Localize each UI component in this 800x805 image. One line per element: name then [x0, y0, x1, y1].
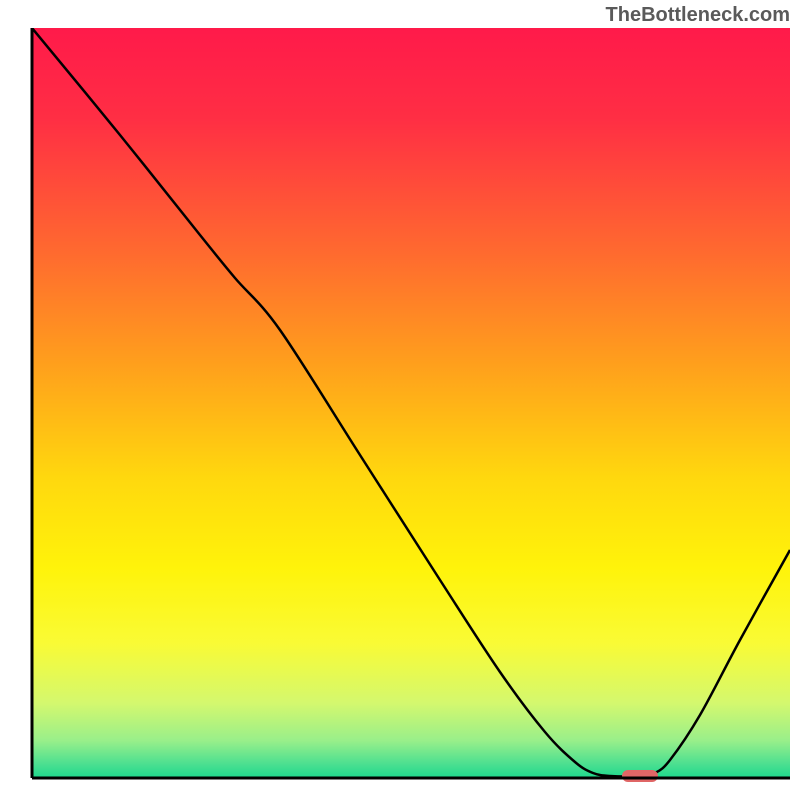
bottleneck-chart: TheBottleneck.com [0, 0, 800, 800]
chart-svg [0, 0, 800, 800]
watermark-text: TheBottleneck.com [606, 4, 790, 27]
gradient-background [32, 28, 790, 778]
optimum-marker [622, 770, 658, 782]
